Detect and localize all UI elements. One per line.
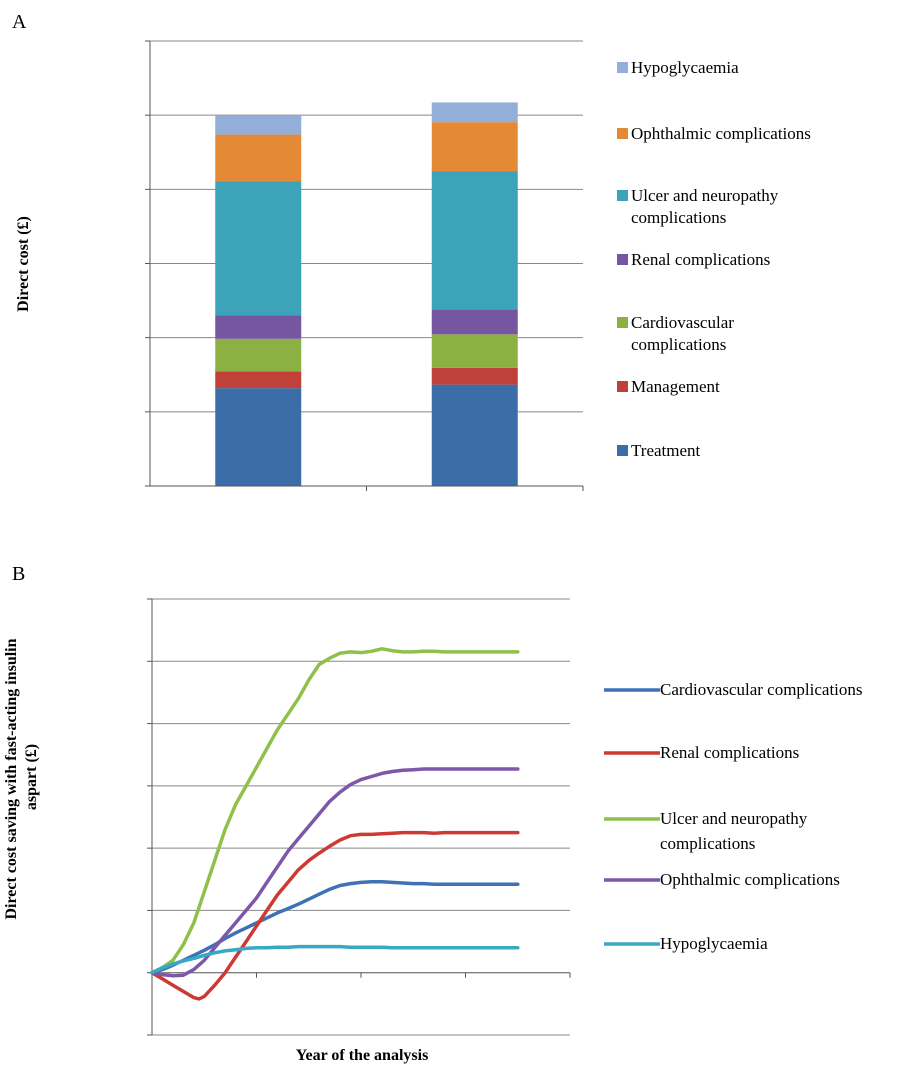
series-line	[150, 880, 520, 975]
y-axis-label-b-line1: Direct cost saving with fast-acting insu…	[3, 638, 20, 919]
bar-segment	[215, 134, 302, 182]
y-axis-label-b-line2: aspart (£)	[23, 744, 40, 810]
legend-a: Hypoglycaemia Ophthalmic complications Ulc…	[617, 58, 811, 460]
bar-segment	[431, 171, 518, 310]
legend-swatch-a	[617, 128, 628, 139]
legend-label-b: Ophthalmic complications	[660, 870, 840, 889]
legend-b: Cardiovascular complications Renal compli…	[604, 680, 863, 953]
legend-swatch-a	[617, 445, 628, 456]
axes-b	[151, 599, 570, 1035]
bar-segment	[431, 309, 518, 335]
legend-swatch-a	[617, 381, 628, 392]
legend-label-b: Cardiovascular complications	[660, 680, 863, 699]
legend-label-a: Treatment	[631, 441, 701, 460]
y-axis-label-a: Direct cost (£)	[15, 216, 32, 312]
legend-swatch-a	[617, 190, 628, 201]
legend-label-a: Hypoglycaemia	[631, 58, 739, 77]
bar-segment	[431, 102, 518, 123]
legend-swatch-a	[617, 62, 628, 73]
x-ticks-b	[151, 972, 571, 978]
bar-segment	[215, 388, 302, 486]
legend-label-b: Renal complications	[660, 743, 799, 762]
legend-label-a: Management	[631, 377, 720, 396]
gridlines-b	[152, 598, 570, 1036]
bar-segment	[431, 384, 518, 486]
panel-label-b: B	[12, 563, 25, 585]
legend-label-b: Ulcer and neuropathy complications	[660, 809, 808, 853]
y-ticks-b	[147, 598, 152, 1036]
chart-a: A Direct cost (£) Hypoglycaemia Ophthalmi…	[12, 11, 811, 491]
legend-swatch-a	[617, 317, 628, 328]
series-line	[150, 647, 520, 975]
bar-segment	[215, 371, 302, 389]
lines-b	[150, 647, 520, 1001]
legend-label-a: Renal complications	[631, 250, 770, 269]
bar-segment	[215, 338, 302, 372]
bar-segment	[215, 315, 302, 339]
bar-segment	[431, 122, 518, 172]
x-axis-label-b: Year of the analysis	[296, 1047, 429, 1064]
bars-a	[215, 102, 518, 486]
bar-segment	[431, 367, 518, 385]
legend-label-a: Cardiovascular complications	[631, 313, 734, 354]
legend-label-a: Ulcer and neuropathy complications	[631, 186, 779, 227]
bar-segment	[215, 181, 302, 316]
bar-segment	[215, 115, 302, 135]
series-line	[150, 767, 520, 978]
bar-segment	[431, 334, 518, 368]
legend-label-b: Hypoglycaemia	[660, 934, 768, 953]
series-line	[150, 830, 520, 1001]
legend-swatch-a	[617, 254, 628, 265]
x-ticks-a	[366, 486, 584, 491]
y-axis-label-b: Direct cost saving with fast-acting insu…	[3, 634, 40, 919]
gridlines-a	[150, 40, 583, 413]
series-line	[150, 944, 520, 975]
y-ticks-a	[145, 40, 150, 487]
chart-b: B Direct cost saving with fast-acting in…	[3, 563, 863, 1064]
panel-label-a: A	[12, 11, 27, 33]
legend-label-a: Ophthalmic complications	[631, 124, 811, 143]
